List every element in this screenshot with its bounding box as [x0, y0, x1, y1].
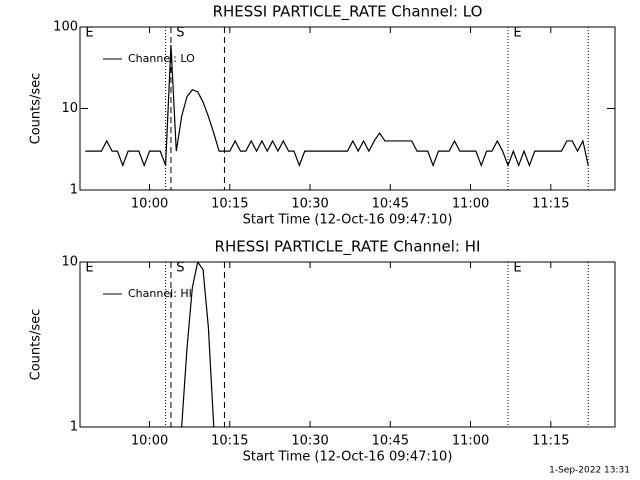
x-tick-label: 10:15 — [211, 197, 248, 212]
y-tick-label: 1 — [70, 420, 78, 435]
x-tick-label: 11:00 — [452, 434, 489, 449]
x-tick-label: 10:00 — [131, 197, 168, 212]
x-tick-label: 10:30 — [291, 197, 328, 212]
legend-label: Channel: HI — [128, 287, 192, 300]
x-tick-label: 10:15 — [211, 434, 248, 449]
y-axis-label: Counts/sec — [29, 309, 44, 381]
x-tick-label: 10:45 — [372, 197, 409, 212]
x-tick-label: 10:30 — [291, 434, 328, 449]
x-axis-label: Start Time (12-Oct-16 09:47:10) — [243, 213, 453, 228]
data-line — [85, 45, 589, 168]
y-tick-label: 100 — [53, 20, 78, 35]
event-label: E — [513, 261, 521, 276]
x-tick-label: 10:45 — [372, 434, 409, 449]
chart-title: RHESSI PARTICLE_RATE Channel: HI — [215, 238, 481, 257]
y-tick-label: 1 — [70, 183, 78, 198]
y-axis-label: Counts/sec — [29, 73, 44, 145]
x-axis-label: Start Time (12-Oct-16 09:47:10) — [243, 450, 453, 465]
x-tick-label: 11:15 — [532, 197, 569, 212]
event-label: E — [85, 26, 93, 41]
event-label: S — [176, 26, 184, 41]
y-tick-label: 10 — [61, 255, 78, 270]
plot-area — [85, 27, 589, 190]
event-label: E — [85, 261, 93, 276]
chart-title: RHESSI PARTICLE_RATE Channel: LO — [213, 3, 483, 22]
y-tick-label: 10 — [61, 101, 78, 116]
event-label: S — [176, 261, 184, 276]
x-tick-label: 11:00 — [452, 197, 489, 212]
plot-frame — [79, 261, 616, 428]
data-line — [181, 262, 215, 427]
event-label: E — [513, 26, 521, 41]
x-tick-label: 10:00 — [131, 434, 168, 449]
footer: 1-Sep-2022 13:31 — [549, 466, 630, 476]
plot-area — [165, 262, 589, 427]
legend-label: Channel: LO — [128, 52, 195, 65]
x-tick-label: 11:15 — [532, 434, 569, 449]
